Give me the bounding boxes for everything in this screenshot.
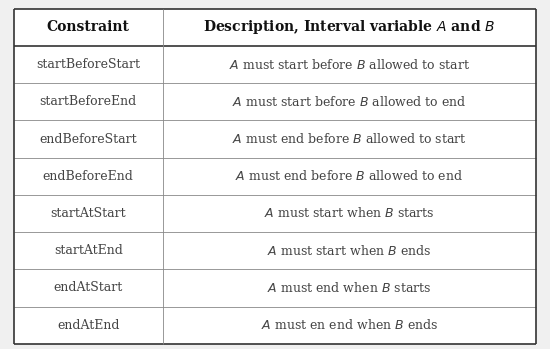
Text: startAtEnd: startAtEnd	[54, 244, 123, 257]
Text: endAtStart: endAtStart	[53, 281, 123, 295]
Text: endBeforeStart: endBeforeStart	[40, 133, 137, 146]
Text: endAtEnd: endAtEnd	[57, 319, 119, 332]
Text: startBeforeEnd: startBeforeEnd	[40, 95, 137, 108]
Text: $A$ must end when $B$ starts: $A$ must end when $B$ starts	[267, 281, 432, 295]
Text: endBeforeEnd: endBeforeEnd	[43, 170, 134, 183]
Text: $A$ must start before $B$ allowed to start: $A$ must start before $B$ allowed to sta…	[229, 58, 470, 72]
Text: startBeforeStart: startBeforeStart	[36, 58, 140, 71]
Text: Description, Interval variable $A$ and $B$: Description, Interval variable $A$ and $…	[204, 18, 496, 36]
Text: $A$ must end before $B$ allowed to end: $A$ must end before $B$ allowed to end	[235, 169, 464, 183]
Text: startAtStart: startAtStart	[51, 207, 126, 220]
Text: $A$ must start when $B$ starts: $A$ must start when $B$ starts	[264, 207, 435, 221]
Text: $A$ must en end when $B$ ends: $A$ must en end when $B$ ends	[261, 318, 438, 332]
Text: $A$ must start when $B$ ends: $A$ must start when $B$ ends	[267, 244, 432, 258]
Text: $A$ must start before $B$ allowed to end: $A$ must start before $B$ allowed to end	[232, 95, 467, 109]
Text: Constraint: Constraint	[47, 20, 130, 34]
Text: $A$ must end before $B$ allowed to start: $A$ must end before $B$ allowed to start	[232, 132, 467, 146]
